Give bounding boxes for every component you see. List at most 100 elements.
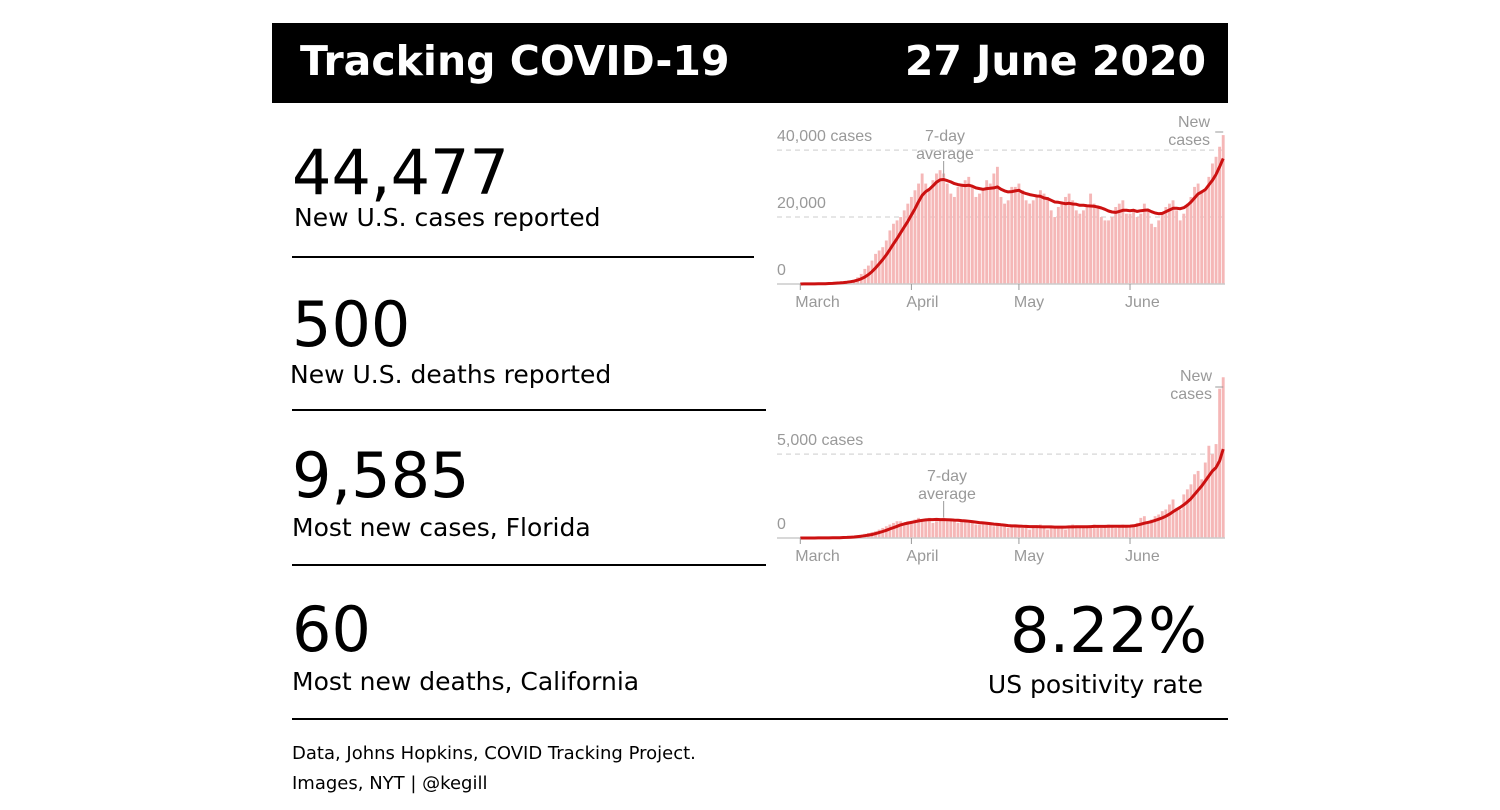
bar (952, 196, 956, 284)
bar (974, 524, 978, 538)
y-tick-label: 40,000 cases (777, 128, 872, 145)
bar (942, 173, 946, 284)
bar (970, 522, 974, 538)
bar (1006, 527, 1010, 538)
bar (1117, 526, 1121, 538)
bar (1200, 190, 1204, 284)
bar (1053, 217, 1057, 284)
x-tick-label: April (906, 548, 938, 565)
bar (1128, 526, 1132, 538)
bar (938, 519, 942, 538)
bar (1096, 526, 1100, 538)
bar (913, 519, 917, 538)
bar (1178, 509, 1182, 538)
bar (1182, 213, 1186, 284)
bar (1175, 210, 1179, 284)
bar (1089, 526, 1093, 538)
positivity-value: 8.22% (1010, 594, 1207, 667)
bar (985, 524, 989, 538)
bar (1189, 484, 1193, 538)
bar (1085, 527, 1089, 538)
bar (902, 522, 906, 538)
bar (1218, 146, 1222, 284)
bar (960, 521, 964, 538)
average-line (800, 157, 1225, 286)
bar (1089, 193, 1093, 284)
y-tick-label: 5,000 cases (777, 432, 863, 449)
bar (935, 173, 938, 284)
bar (1125, 213, 1128, 284)
bar (927, 190, 931, 284)
stat-label: Most new cases, Florida (292, 513, 591, 542)
bar (1139, 517, 1143, 538)
bar (952, 521, 956, 538)
stat-value: 60 (292, 593, 371, 666)
bar (981, 522, 985, 538)
bar (995, 524, 999, 538)
bar (1103, 220, 1107, 284)
bar (1160, 511, 1164, 538)
bar (1099, 527, 1103, 538)
bar (1207, 445, 1211, 538)
bar (1053, 527, 1057, 538)
stat-label: New U.S. cases reported (294, 203, 601, 232)
bar (1168, 203, 1171, 284)
bar (963, 521, 967, 538)
bar (1013, 524, 1017, 538)
bar (1060, 527, 1064, 538)
bar (1010, 526, 1014, 538)
bar (924, 519, 928, 538)
bar (1110, 526, 1114, 538)
bar (1121, 200, 1125, 284)
average-line (800, 448, 1225, 540)
bar (1064, 529, 1067, 538)
bar (956, 522, 960, 538)
bar (1085, 207, 1089, 284)
bar (938, 170, 942, 284)
bar (1171, 499, 1175, 538)
bar (1017, 526, 1021, 538)
bar (909, 521, 913, 538)
footer-line: Images, NYT | @kegill (292, 773, 488, 794)
bar (935, 521, 938, 538)
x-tick-label: May (1014, 548, 1044, 565)
bar (1157, 514, 1161, 538)
bar (1189, 196, 1193, 284)
bar (1071, 524, 1075, 538)
divider (292, 564, 766, 566)
y-tick-label: 0 (777, 516, 786, 533)
bar (1196, 470, 1200, 538)
bar (1074, 526, 1078, 538)
bar (1049, 210, 1053, 284)
bar (1175, 507, 1179, 538)
bar (1042, 527, 1046, 538)
bar (1071, 200, 1075, 284)
bar (913, 190, 917, 284)
bar (1164, 207, 1168, 284)
bar (1114, 207, 1118, 284)
bar (899, 217, 903, 284)
bar (1046, 196, 1050, 284)
bar (1150, 223, 1153, 284)
stat-value: 9,585 (292, 439, 470, 512)
bar (1221, 135, 1225, 284)
bar (1078, 213, 1082, 284)
bar (1042, 193, 1046, 284)
stat-label: New U.S. deaths reported (290, 360, 612, 389)
bar (1006, 200, 1010, 284)
bar (1078, 527, 1082, 538)
header: Tracking COVID-19 27 June 2020 (272, 23, 1228, 103)
bar (1110, 217, 1114, 284)
bar (1021, 190, 1024, 284)
bar (909, 196, 913, 284)
bar (1107, 220, 1110, 284)
bar (1185, 489, 1189, 538)
bar (892, 223, 895, 284)
bar (1035, 196, 1039, 284)
bar (1117, 203, 1121, 284)
bar (895, 220, 899, 284)
bar (949, 193, 953, 284)
bar (1135, 217, 1139, 284)
annotation: New cases (1168, 114, 1210, 149)
bar (1171, 200, 1175, 284)
